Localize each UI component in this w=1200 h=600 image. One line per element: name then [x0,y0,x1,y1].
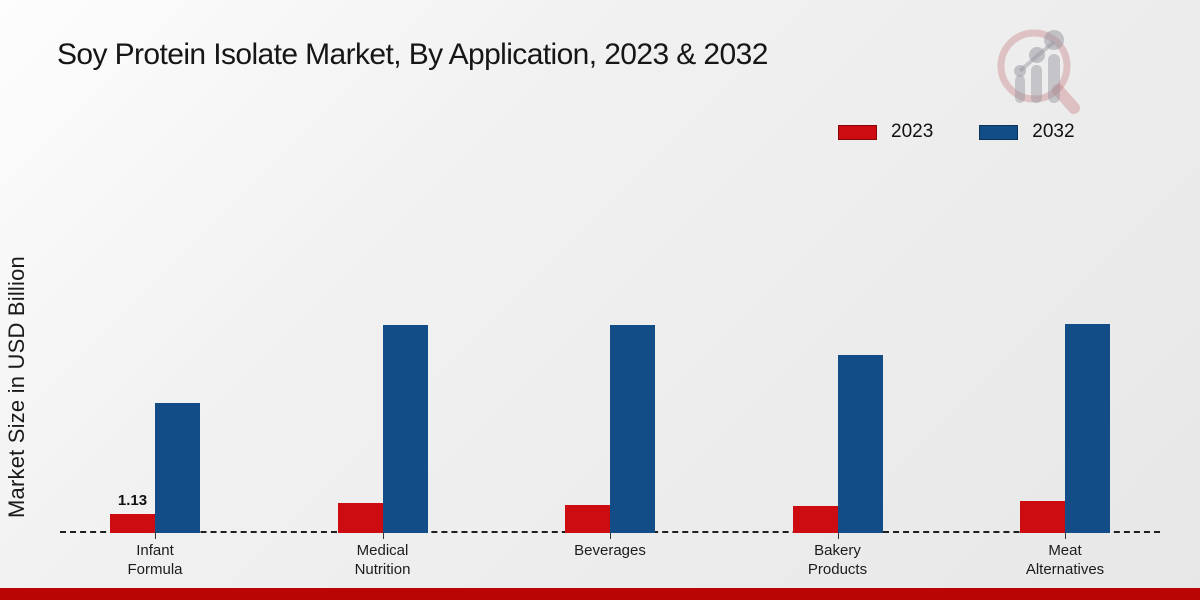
bar-2032-beverages [610,325,655,533]
y-axis-label: Market Size in USD Billion [4,256,29,519]
bar-2023-bakery-products [792,505,838,533]
legend: 2023 2032 [838,121,1075,143]
x-tick-bakery-products [837,533,839,539]
bar-2032-meat-alternatives [1065,324,1110,533]
legend-swatch-2023 [838,124,877,140]
bar-2023-medical-nutrition [337,503,383,533]
bar-2032-bakery-products [837,354,883,533]
bar-2023-meat-alternatives [1020,500,1065,533]
x-tick-infant-formula [155,533,156,539]
magnifier-growth-chart-watermark-icon [997,29,1080,114]
legend-label-2023: 2023 [891,121,934,142]
x-tick-label-medical-nutrition: Medical Nutrition [354,542,411,578]
legend-item-2032: 2032 [979,121,1075,143]
x-tick-meat-alternatives [1065,533,1066,539]
chart-title: Soy Protein Isolate Market, By Applicati… [57,38,768,71]
legend-swatch-2032 [979,124,1019,140]
x-tick-label-bakery-products: Bakery Products [807,542,868,578]
x-tick-label-meat-alternatives: Meat Alternatives [1025,542,1105,578]
x-tick-medical-nutrition [382,533,384,539]
value-label-2023-infant-formula: 1.13 [117,492,148,510]
legend-item-2023: 2023 [838,121,933,143]
legend-label-2032: 2032 [1032,121,1075,142]
bar-2023-beverages [565,504,610,533]
bar-2023-infant-formula [110,514,155,533]
bar-2032-infant-formula [155,402,200,533]
footer-accent-strip [0,588,1200,600]
bar-2032-medical-nutrition [382,325,428,533]
x-tick-beverages [610,533,611,539]
x-tick-label-beverages: Beverages [574,542,646,559]
x-tick-label-infant-formula: Infant Formula [127,542,183,578]
